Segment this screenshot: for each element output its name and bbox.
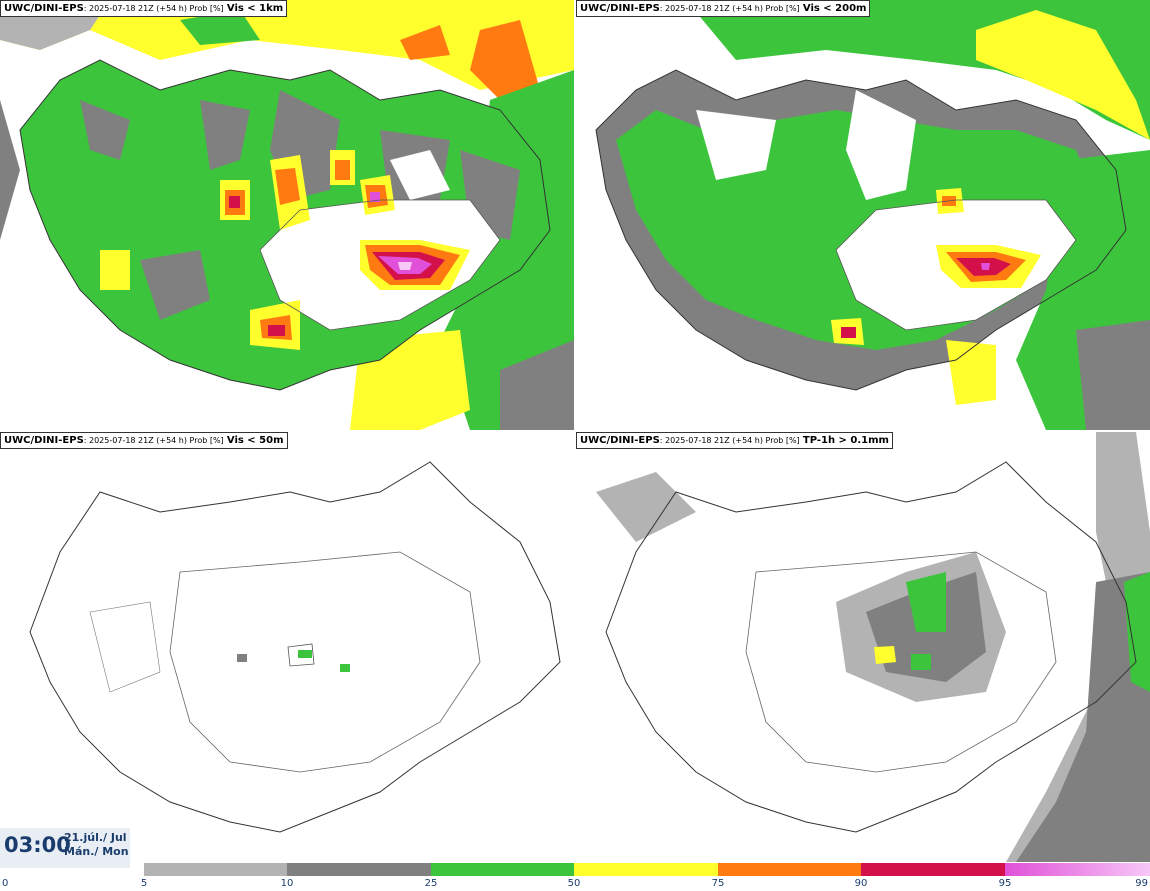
valid-date: 21.júl./ Jul Mán./ Mon bbox=[64, 831, 129, 859]
colorbar-tick-50: 50 bbox=[567, 878, 581, 889]
map-vis-200m bbox=[576, 0, 1150, 430]
colorbar-seg-75 bbox=[718, 863, 861, 876]
map-panel-tp-1h: UWC/DINI-EPS: 2025-07-18 21Z (+54 h) Pro… bbox=[576, 432, 1150, 862]
run-info: : 2025-07-18 21Z (+54 h) Prob [%] bbox=[659, 436, 800, 445]
panel-title: UWC/DINI-EPS: 2025-07-18 21Z (+54 h) Pro… bbox=[576, 0, 871, 17]
run-info: : 2025-07-18 21Z (+54 h) Prob [%] bbox=[659, 4, 800, 13]
variable-name: TP-1h > 0.1mm bbox=[802, 435, 889, 446]
colorbar-tick-75: 75 bbox=[711, 878, 725, 889]
colorbar-tick-90: 90 bbox=[854, 878, 868, 889]
model-name: UWC/DINI-EPS bbox=[4, 3, 84, 14]
colorbar-seg-95 bbox=[1005, 863, 1150, 876]
run-info: : 2025-07-18 21Z (+54 h) Prob [%] bbox=[83, 436, 224, 445]
map-vis-1km bbox=[0, 0, 574, 430]
panel-title: UWC/DINI-EPS: 2025-07-18 21Z (+54 h) Pro… bbox=[576, 432, 893, 449]
model-name: UWC/DINI-EPS bbox=[580, 3, 660, 14]
map-panel-vis-50m: UWC/DINI-EPS: 2025-07-18 21Z (+54 h) Pro… bbox=[0, 432, 574, 862]
model-name: UWC/DINI-EPS bbox=[580, 435, 660, 446]
colorbar-seg-90 bbox=[861, 863, 1005, 876]
variable-name: Vis < 1km bbox=[226, 3, 284, 14]
map-tp-1h bbox=[576, 432, 1150, 862]
colorbar-seg-50 bbox=[574, 863, 718, 876]
map-vis-50m bbox=[0, 432, 574, 862]
variable-name: Vis < 200m bbox=[802, 3, 867, 14]
variable-name: Vis < 50m bbox=[226, 435, 284, 446]
map-panel-vis-200m: UWC/DINI-EPS: 2025-07-18 21Z (+54 h) Pro… bbox=[576, 0, 1150, 430]
valid-date-line1: 21.júl./ Jul bbox=[64, 831, 127, 844]
panel-title: UWC/DINI-EPS: 2025-07-18 21Z (+54 h) Pro… bbox=[0, 0, 288, 17]
colorbar-tick-0: 0 bbox=[2, 878, 9, 889]
colorbar-tick-5: 5 bbox=[140, 878, 148, 889]
valid-date-line2: Mán./ Mon bbox=[64, 845, 129, 858]
panel-title: UWC/DINI-EPS: 2025-07-18 21Z (+54 h) Pro… bbox=[0, 432, 288, 449]
colorbar-tick-10: 10 bbox=[280, 878, 294, 889]
model-name: UWC/DINI-EPS bbox=[4, 435, 84, 446]
colorbar-seg-25 bbox=[431, 863, 574, 876]
valid-time: 03:00 21.júl./ Jul Mán./ Mon bbox=[0, 828, 130, 868]
run-info: : 2025-07-18 21Z (+54 h) Prob [%] bbox=[83, 4, 224, 13]
probability-colorbar bbox=[144, 863, 1150, 876]
colorbar-tick-99: 99 bbox=[1135, 878, 1148, 889]
colorbar-seg-5 bbox=[144, 863, 287, 876]
colorbar-tick-95: 95 bbox=[998, 878, 1012, 889]
colorbar-tick-25: 25 bbox=[424, 878, 438, 889]
valid-clock: 03:00 bbox=[4, 833, 71, 857]
colorbar-seg-10 bbox=[287, 863, 431, 876]
map-panel-vis-1km: UWC/DINI-EPS: 2025-07-18 21Z (+54 h) Pro… bbox=[0, 0, 574, 430]
